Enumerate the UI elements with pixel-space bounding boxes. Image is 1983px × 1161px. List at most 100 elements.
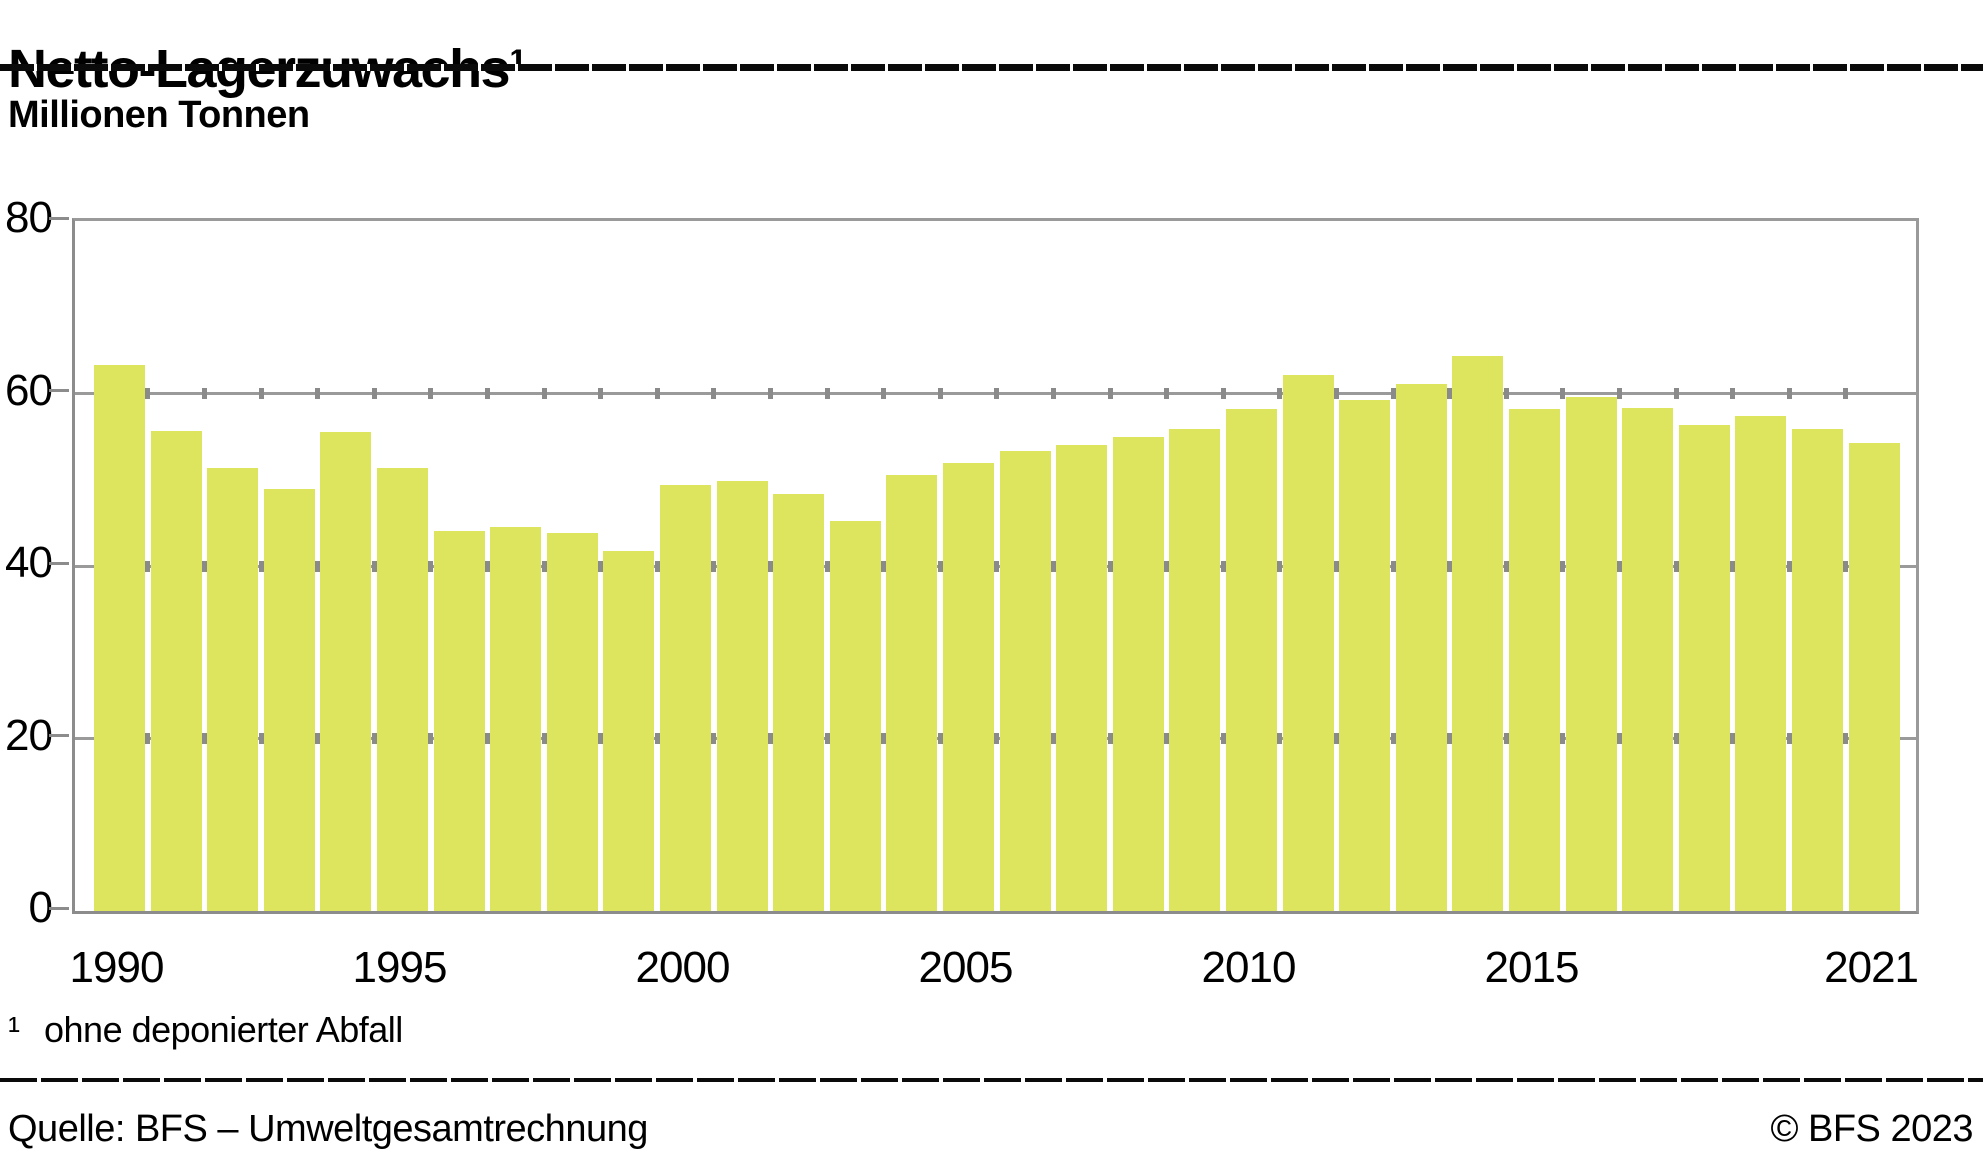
footnote: ¹ ohne deponierter Abfall [8, 1008, 403, 1052]
year-division-tick [201, 560, 207, 572]
year-division-tick [1164, 733, 1170, 744]
bar-2013 [1395, 384, 1447, 911]
year-division-tick [1786, 560, 1792, 572]
year-division-tick [1277, 733, 1283, 744]
year-division-tick [767, 388, 773, 399]
bar-2011 [1282, 374, 1334, 911]
year-division-tick [767, 560, 773, 572]
year-division-tick [201, 733, 207, 744]
year-division-tick [1107, 388, 1113, 399]
header-divider-dashed-rule [0, 64, 1983, 71]
year-division-tick [1616, 388, 1622, 399]
bar-2002 [773, 493, 825, 911]
year-division-tick [1447, 733, 1453, 744]
year-division-tick [711, 733, 717, 744]
year-division-tick [767, 733, 773, 744]
bar-2019 [1735, 415, 1787, 911]
year-division-tick [824, 733, 830, 744]
year-division-tick [1616, 560, 1622, 572]
y-axis-label-40: 40 [5, 538, 53, 587]
x-axis-label-2021: 2021 [1824, 943, 1919, 992]
bar-1990 [94, 365, 145, 911]
year-division-tick [654, 560, 660, 572]
year-division-tick [881, 733, 887, 744]
y-axis-tick-60 [49, 389, 69, 392]
year-division-tick [371, 560, 377, 572]
year-division-tick [1220, 733, 1226, 744]
year-division-tick [1560, 733, 1566, 744]
year-division-tick [315, 388, 321, 399]
year-division-tick [1447, 388, 1453, 399]
bar-2007 [1056, 445, 1108, 911]
x-axis-label-2015: 2015 [1484, 943, 1580, 992]
year-division-tick [1730, 560, 1736, 572]
year-division-tick [484, 388, 490, 399]
year-division-tick [1616, 733, 1622, 744]
year-division-tick [1277, 388, 1283, 399]
year-division-tick [937, 388, 943, 399]
year-division-tick [1277, 560, 1283, 572]
bar-2021 [1848, 442, 1900, 911]
year-division-tick [1390, 388, 1396, 399]
year-division-tick [881, 560, 887, 572]
bar-1992 [207, 467, 259, 911]
year-division-tick [1333, 733, 1339, 744]
bar-2000 [660, 484, 711, 911]
year-division-tick [994, 733, 1000, 744]
year-division-tick [1220, 560, 1226, 572]
bar-2009 [1169, 428, 1221, 911]
year-division-tick [1673, 388, 1679, 399]
year-division-tick [1730, 388, 1736, 399]
bar-2012 [1339, 400, 1391, 911]
year-division-tick [428, 733, 434, 744]
year-division-tick [1673, 560, 1679, 572]
year-division-tick [1786, 388, 1792, 399]
bar-1998 [546, 533, 598, 911]
bar-2001 [716, 480, 768, 911]
year-division-tick [541, 388, 547, 399]
y-axis-label-60: 60 [5, 365, 53, 415]
bar-2004 [886, 474, 938, 911]
x-axis-label-1995: 1995 [352, 943, 448, 992]
bar-2003 [829, 521, 881, 911]
year-division-tick [258, 560, 264, 572]
year-division-tick [258, 733, 264, 744]
year-division-tick [1560, 388, 1566, 399]
bar-2018 [1678, 424, 1730, 911]
y-axis-label-80: 80 [5, 193, 53, 242]
year-division-tick [1050, 733, 1056, 744]
bar-2020 [1792, 428, 1843, 911]
year-division-tick [711, 560, 717, 572]
year-division-tick [1503, 560, 1509, 572]
footnote-marker: ¹ [8, 1009, 20, 1050]
y-axis-tick-80 [49, 216, 69, 220]
year-division-tick [654, 733, 660, 744]
year-division-tick [1333, 560, 1339, 572]
bar-1997 [490, 527, 542, 911]
year-division-tick [1107, 733, 1113, 744]
year-division-tick [484, 733, 490, 744]
year-division-tick [145, 733, 151, 744]
year-division-tick [1390, 733, 1396, 744]
year-division-tick [541, 560, 547, 572]
year-division-tick [824, 560, 830, 572]
year-division-tick [201, 388, 207, 399]
y-axis-tick-0 [49, 906, 69, 910]
year-division-tick [1447, 560, 1453, 572]
plot-area [72, 218, 1919, 914]
bar-2005 [943, 463, 994, 911]
year-division-tick [1107, 560, 1113, 572]
bar-2006 [999, 451, 1051, 911]
year-division-tick [1050, 560, 1056, 572]
year-division-tick [1843, 560, 1849, 572]
bar-1991 [150, 430, 202, 911]
year-division-tick [937, 733, 943, 744]
year-division-tick [1164, 388, 1170, 399]
year-division-tick [1503, 388, 1509, 399]
year-division-tick [1673, 733, 1679, 744]
year-division-tick [711, 388, 717, 399]
year-division-tick [881, 388, 887, 399]
year-division-tick [371, 388, 377, 399]
year-division-tick [1503, 733, 1509, 744]
year-division-tick [1390, 560, 1396, 572]
